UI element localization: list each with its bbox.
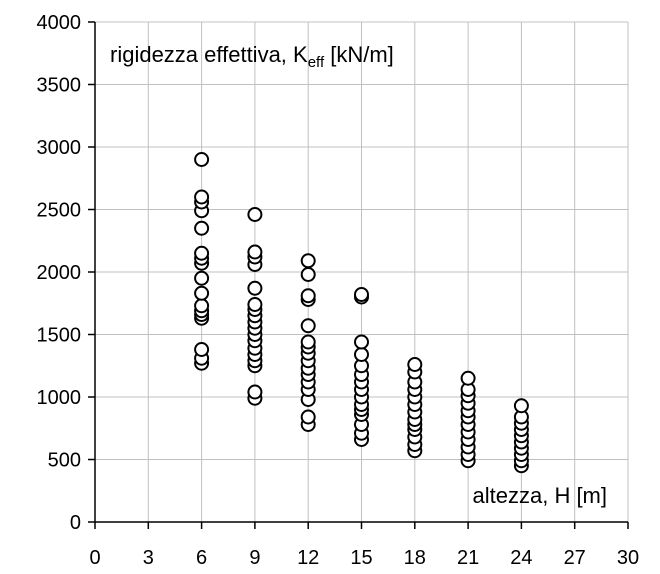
data-point bbox=[247, 280, 263, 296]
data-point bbox=[300, 334, 316, 350]
annotation-prefix: rigidezza effettiva, K bbox=[110, 42, 308, 67]
x-axis-annotation: altezza, H [m] bbox=[473, 483, 607, 508]
data-point bbox=[194, 245, 210, 261]
x-tick-label: 0 bbox=[89, 547, 100, 569]
data-point bbox=[194, 342, 210, 357]
x-tick-label: 3 bbox=[143, 547, 154, 569]
x-tick-label: 9 bbox=[249, 547, 260, 569]
data-point bbox=[300, 267, 316, 282]
data-point bbox=[300, 253, 316, 269]
data-point bbox=[194, 189, 210, 205]
data-point bbox=[194, 285, 210, 301]
x-tick-label: 27 bbox=[564, 547, 586, 569]
y-axis-annotation: rigidezza effettiva, Keff [kN/m] bbox=[110, 42, 394, 71]
x-tick-label: 30 bbox=[617, 547, 639, 569]
y-tick-label: 4000 bbox=[37, 12, 82, 34]
y-tick-label: 2500 bbox=[37, 200, 82, 222]
x-tick-label: 21 bbox=[457, 547, 479, 569]
y-tick-label: 3000 bbox=[37, 137, 82, 159]
data-point bbox=[194, 298, 210, 314]
x-tick-labels: 0 3 6 9 12 15 18 21 24 27 30 bbox=[89, 547, 639, 569]
data-point bbox=[513, 398, 529, 414]
data-point bbox=[300, 288, 316, 304]
data-point bbox=[247, 244, 263, 260]
annotation-suffix: [kN/m] bbox=[324, 42, 394, 67]
y-tick-label: 0 bbox=[70, 512, 81, 534]
data-point bbox=[407, 357, 423, 372]
y-tick-label: 1000 bbox=[37, 387, 82, 409]
data-point bbox=[460, 370, 476, 386]
data-point bbox=[247, 297, 263, 312]
y-tick-label: 1500 bbox=[37, 325, 82, 347]
y-tick-labels: 0 500 1000 1500 2000 2500 3000 3500 4000 bbox=[37, 12, 82, 534]
y-tick-label: 500 bbox=[48, 450, 81, 472]
data-point bbox=[354, 347, 369, 362]
data-point bbox=[194, 220, 210, 236]
data-point bbox=[194, 270, 210, 286]
tick-marks bbox=[88, 21, 629, 529]
data-point bbox=[300, 318, 316, 334]
x-tick-label: 12 bbox=[297, 547, 319, 569]
x-tick-label: 15 bbox=[350, 547, 372, 569]
y-tick-label: 3500 bbox=[37, 75, 82, 97]
x-tick-label: 6 bbox=[196, 547, 207, 569]
data-point bbox=[354, 287, 369, 302]
data-point bbox=[300, 409, 316, 425]
x-tick-label: 18 bbox=[404, 547, 426, 569]
annotation-subscript: eff bbox=[308, 54, 325, 71]
data-point bbox=[247, 207, 263, 222]
data-points bbox=[194, 152, 529, 474]
data-point bbox=[354, 334, 369, 350]
data-point bbox=[247, 384, 263, 400]
x-tick-label: 24 bbox=[510, 547, 532, 569]
y-tick-label: 2000 bbox=[37, 262, 82, 284]
data-point bbox=[194, 152, 210, 167]
